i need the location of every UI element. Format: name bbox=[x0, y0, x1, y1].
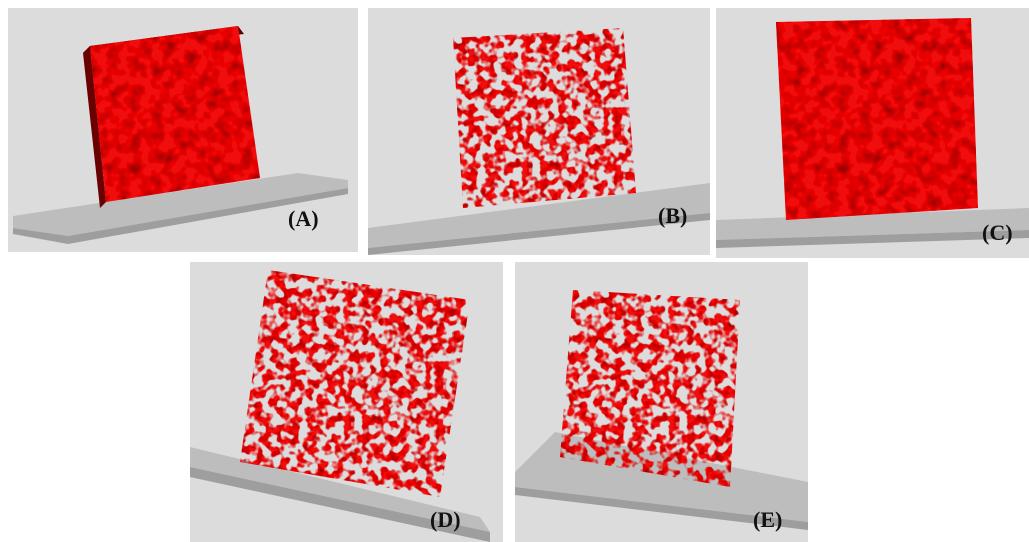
render bbox=[515, 262, 808, 542]
panel-d: (D) bbox=[190, 262, 503, 542]
panel-label: (D) bbox=[430, 507, 461, 533]
panel-label: (A) bbox=[288, 206, 319, 232]
panel-a: (A) bbox=[8, 8, 358, 252]
render bbox=[190, 262, 503, 542]
panel-label: (E) bbox=[753, 507, 782, 533]
panel-e: (E) bbox=[515, 262, 808, 542]
panel-b: (B) bbox=[368, 8, 710, 255]
panel-label: (C) bbox=[982, 220, 1013, 246]
panel-c: (C) bbox=[716, 8, 1029, 258]
figure: (A) (B) (C) (D) (E) (() => { const data … bbox=[0, 0, 1029, 542]
panel-label: (B) bbox=[658, 203, 687, 229]
